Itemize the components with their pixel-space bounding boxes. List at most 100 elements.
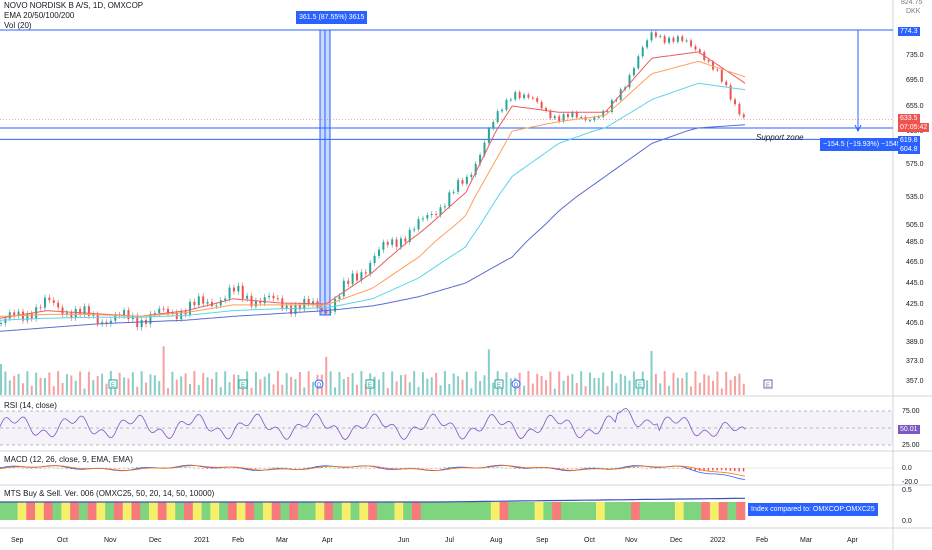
volume-bar [356, 384, 359, 395]
macd-histogram-bar [307, 467, 310, 468]
event-marker-letter: D [317, 383, 322, 389]
volume-bar [237, 375, 240, 395]
volume-bar [492, 382, 495, 395]
ema100-line [0, 82, 746, 321]
candle-body [351, 273, 354, 284]
event-marker-letter: D [514, 383, 519, 389]
macd-histogram-bar [123, 468, 125, 469]
volume-bar [399, 375, 402, 395]
candle-body [228, 287, 231, 299]
mts-segment [499, 502, 509, 520]
candle-body [4, 318, 7, 323]
mts-segment [341, 502, 351, 520]
price-tick-label: 465.0 [906, 259, 924, 266]
macd-histogram-bar [52, 467, 55, 469]
mts-segment [43, 502, 53, 520]
candle-body [571, 112, 574, 118]
candle-body [21, 311, 24, 321]
mts-segment [333, 502, 343, 520]
volume-bar [184, 373, 187, 395]
candle-body [259, 300, 262, 304]
time-axis-label: Mar [800, 537, 813, 544]
volume-bar [439, 385, 442, 395]
macd-histogram-bar [118, 468, 121, 469]
candle-body [307, 298, 310, 305]
time-axis-label: Oct [57, 537, 68, 544]
price-tick-label: 535.0 [906, 194, 924, 201]
event-marker-letter: E [638, 383, 642, 389]
macd-histogram-bar [566, 468, 569, 469]
candle-body [30, 313, 33, 319]
macd-histogram-bar [250, 468, 253, 469]
macd-histogram-bar [224, 468, 226, 469]
macd-tick-label: -20.0 [902, 479, 918, 486]
macd-histogram-bar [734, 468, 736, 472]
price-tag-last: 633.5 [898, 114, 920, 123]
volume-bar [606, 386, 609, 395]
time-axis-label: Feb [756, 537, 768, 544]
macd-histogram-bar [109, 468, 112, 469]
volume-bar [171, 371, 174, 395]
candle-body [74, 308, 77, 318]
mts-segment [604, 502, 614, 520]
volume-bar [118, 372, 121, 395]
candle-body [492, 122, 495, 129]
macd-tick-label: 0.0 [902, 465, 912, 472]
time-axis-label: Feb [232, 537, 244, 544]
volume-bar [602, 372, 605, 395]
mts-segment [289, 502, 299, 520]
macd-histogram-bar [571, 468, 573, 469]
mts-segment [736, 502, 746, 520]
volume-bar [65, 374, 68, 395]
macd-histogram-bar [254, 468, 257, 469]
event-marker-earnings [763, 379, 773, 389]
macd-histogram-bar [694, 468, 696, 471]
candle-body [685, 40, 688, 42]
candle-body [457, 180, 460, 192]
candle-body [188, 301, 191, 315]
volume-bar [610, 371, 613, 395]
macd-histogram-bar [395, 468, 398, 469]
mts-segment [517, 502, 527, 520]
volume-bar [549, 371, 552, 395]
mts-segment [298, 502, 308, 520]
volume-bar [619, 373, 622, 395]
mts-segment [639, 502, 649, 520]
candle-body [566, 114, 569, 118]
candle-body [294, 305, 297, 315]
mts-segment [87, 502, 97, 520]
macd-histogram-bar [360, 467, 362, 469]
macd-histogram-bar [562, 468, 565, 469]
candle-body [659, 36, 662, 38]
candle-body [580, 116, 583, 118]
mts-segment [447, 502, 457, 520]
mts-segment [648, 502, 658, 520]
mts-segment [578, 502, 588, 520]
mts-segment [262, 502, 273, 520]
price-tick-label: 485.0 [906, 239, 924, 246]
candle-body [377, 249, 380, 256]
price-tick-label: 505.0 [906, 222, 924, 229]
time-axis-label: Jul [445, 537, 454, 544]
symbol-title: NOVO NORDISK B A/S, 1D, OMXCOP [4, 1, 144, 10]
candle-body [215, 305, 218, 307]
macd-histogram-bar [26, 468, 28, 469]
macd-histogram-bar [193, 467, 195, 469]
price-tick-label: 357.0 [906, 378, 924, 385]
macd-histogram-bar [325, 467, 327, 468]
candle-body [219, 300, 222, 306]
candle-body [26, 313, 29, 321]
macd-histogram-bar [206, 468, 209, 469]
macd-histogram-bar [43, 467, 46, 469]
event-marker-earnings [238, 379, 248, 389]
rsi-tick-label: 25.00 [902, 442, 920, 449]
candle-body [268, 295, 271, 298]
macd-histogram-bar [74, 468, 77, 469]
candle-body [610, 100, 613, 112]
candle-body [536, 98, 539, 102]
macd-histogram-bar [729, 468, 732, 471]
candle-body [96, 314, 99, 324]
event-marker-dividend [511, 379, 521, 389]
